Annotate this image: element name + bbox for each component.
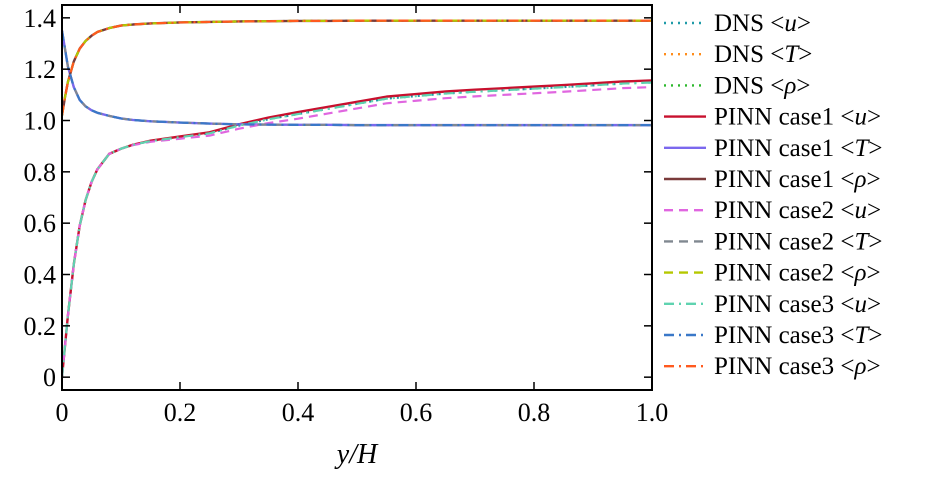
legend-entry: DNS <ρ> — [664, 72, 810, 99]
legend-entry: DNS <T> — [664, 41, 812, 68]
series-line-10 — [62, 81, 652, 378]
legend-entry: PINN case1 <ρ> — [664, 166, 881, 193]
series-line-11 — [62, 30, 652, 127]
x-tick-label: 0.4 — [282, 398, 315, 427]
legend-entry: PINN case3 <u> — [664, 291, 881, 318]
legend-label: PINN case1 <u> — [714, 104, 881, 131]
series-line-8 — [62, 30, 652, 127]
legend-entry: PINN case2 <ρ> — [664, 260, 881, 287]
legend-label: PINN case2 <u> — [714, 197, 881, 224]
legend-label: PINN case3 <T> — [714, 322, 882, 349]
x-tick-label: 1.0 — [636, 398, 669, 427]
x-tick-label: 0.8 — [518, 398, 551, 427]
legend-label: DNS <ρ> — [714, 72, 810, 99]
series-layer — [62, 19, 652, 378]
y-tick-label: 0 — [43, 363, 56, 392]
x-tick-label: 0.6 — [400, 398, 433, 427]
legend-entry: PINN case2 <T> — [664, 228, 882, 255]
series-line-7 — [62, 86, 652, 378]
x-tick-label: 0.2 — [164, 398, 197, 427]
series-line-1 — [62, 81, 652, 378]
series-line-12 — [62, 19, 652, 116]
legend-label: PINN case2 <ρ> — [714, 260, 881, 287]
y-tick-label: 0.8 — [24, 158, 57, 187]
legend-label: PINN case1 <ρ> — [714, 166, 881, 193]
y-tick-label: 1.2 — [24, 55, 57, 84]
ticks-layer: 0 0.2 0.4 0.6 0.8 1.0 0 0.2 0.4 0.6 0.8 1.0 1.2 1.4 — [24, 4, 669, 427]
series-line-2 — [62, 30, 652, 127]
legend-label: DNS <T> — [714, 41, 812, 68]
x-axis-title: y/H — [334, 439, 379, 470]
legend-entry: PINN case1 <u> — [664, 104, 881, 131]
y-tick-label: 1.4 — [24, 4, 57, 33]
legend-label: PINN case1 <T> — [714, 135, 882, 162]
legend-label: PINN case2 <T> — [714, 228, 882, 255]
legend-entry: PINN case2 <u> — [664, 197, 881, 224]
legend-entry: PINN case3 <ρ> — [664, 353, 881, 380]
plot-frame — [61, 4, 653, 391]
y-tick-label: 1.0 — [24, 107, 57, 136]
legend-label: DNS <u> — [714, 10, 811, 37]
y-tick-label: 0.4 — [24, 261, 57, 290]
legend: DNS <u> DNS <T> DNS <ρ> PINN case1 <u> PINN … — [664, 10, 882, 380]
legend-entry: PINN case3 <T> — [664, 322, 882, 349]
legend-entry: PINN case1 <T> — [664, 135, 882, 162]
legend-entry: DNS <u> — [664, 10, 811, 37]
y-tick-label: 0.2 — [24, 312, 57, 341]
legend-label: PINN case3 <ρ> — [714, 353, 881, 380]
x-tick-label: 0 — [56, 398, 69, 427]
legend-label: PINN case3 <u> — [714, 291, 881, 318]
series-line-5 — [62, 30, 652, 127]
y-tick-label: 0.6 — [24, 209, 57, 238]
